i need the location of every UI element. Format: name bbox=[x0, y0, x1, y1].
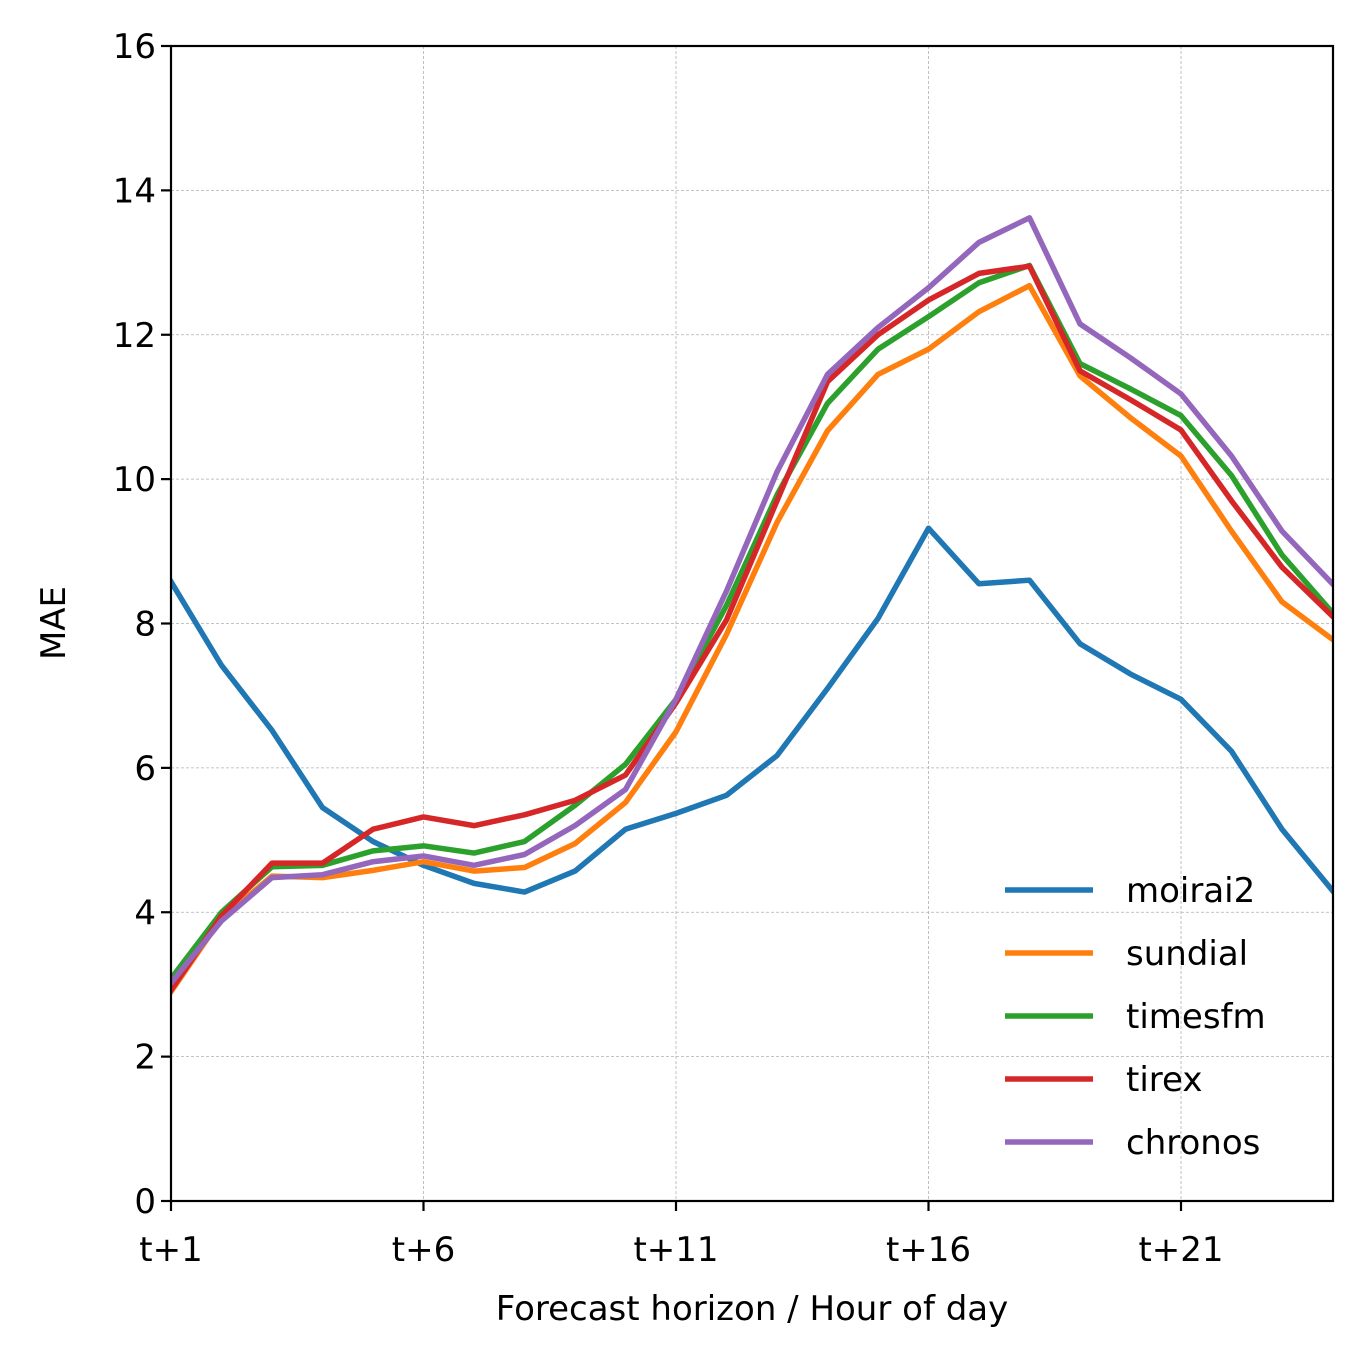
legend-label-moirai2: moirai2 bbox=[1126, 871, 1255, 911]
legend-label-sundial: sundial bbox=[1126, 934, 1248, 974]
y-axis-label: MAE bbox=[34, 586, 74, 660]
legend-label-tirex: tirex bbox=[1126, 1060, 1202, 1100]
series-line-chronos bbox=[171, 215, 1333, 987]
x-axis-ticks: t+1 t+6 t+11 t+16 t+21 bbox=[139, 1201, 1224, 1270]
x-axis-label: Forecast horizon / Hour of day bbox=[496, 1289, 1009, 1329]
y-tick-label: 0 bbox=[134, 1182, 156, 1222]
y-axis-ticks: 0 2 4 6 8 10 12 14 16 bbox=[113, 27, 171, 1222]
y-tick-label: 8 bbox=[134, 605, 156, 645]
y-tick-label: 2 bbox=[134, 1038, 156, 1078]
legend: moirai2 sundial timesfm tirex chronos bbox=[1005, 871, 1266, 1163]
series-line-tirex bbox=[171, 263, 1333, 995]
x-tick-label: t+11 bbox=[633, 1230, 718, 1270]
x-tick-label: t+21 bbox=[1138, 1230, 1223, 1270]
series-line-sundial bbox=[171, 282, 1333, 996]
y-tick-label: 14 bbox=[113, 171, 156, 211]
x-tick-label: t+1 bbox=[139, 1230, 202, 1270]
y-tick-label: 12 bbox=[113, 316, 156, 356]
y-tick-label: 4 bbox=[134, 893, 156, 933]
legend-label-timesfm: timesfm bbox=[1126, 997, 1266, 1037]
y-tick-label: 10 bbox=[113, 460, 156, 500]
series-lines bbox=[171, 215, 1333, 996]
legend-label-chronos: chronos bbox=[1126, 1123, 1260, 1163]
gridlines bbox=[170, 45, 1333, 1202]
y-tick-label: 16 bbox=[113, 27, 156, 67]
x-tick-label: t+6 bbox=[392, 1230, 455, 1270]
series-line-timesfm bbox=[171, 262, 1333, 983]
x-tick-label: t+16 bbox=[886, 1230, 971, 1270]
y-tick-label: 6 bbox=[134, 749, 156, 789]
